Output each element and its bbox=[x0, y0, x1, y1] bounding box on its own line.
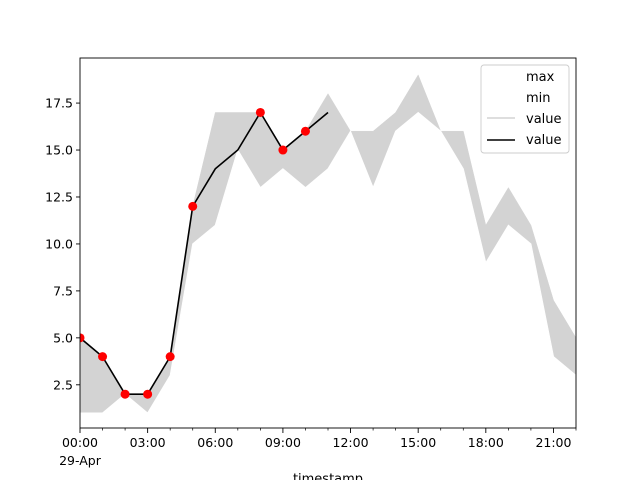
y-tick-label: 5.0 bbox=[53, 330, 73, 345]
x-tick-label: 21:00 bbox=[535, 435, 571, 450]
y-tick-label: 12.5 bbox=[45, 189, 73, 204]
value-marker bbox=[98, 352, 108, 362]
value-line bbox=[80, 110, 329, 396]
x-tick-label: 15:00 bbox=[400, 435, 436, 450]
x-axis-label: timestamp bbox=[293, 472, 363, 480]
y-axis: 2.5 5.0 7.5 10.0 12.5 15.0 17.5 bbox=[45, 96, 80, 392]
x-tick-label: 00:00 bbox=[62, 435, 98, 450]
legend-label-min: min bbox=[526, 91, 551, 106]
value-marker bbox=[300, 126, 310, 136]
legend-label-dark-value: value bbox=[526, 133, 562, 148]
value-marker bbox=[188, 201, 198, 211]
value-marker bbox=[165, 352, 175, 362]
x-axis: 00:00 03:00 06:00 09:00 12:00 15:00 18:00 21:00 bbox=[62, 428, 577, 450]
x-tick-label: 09:00 bbox=[265, 435, 301, 450]
value-marker bbox=[278, 145, 288, 155]
min-line bbox=[80, 111, 576, 414]
y-tick-label: 10.0 bbox=[45, 236, 73, 251]
value-markers bbox=[80, 107, 310, 399]
value-marker bbox=[120, 389, 130, 399]
x-tick-label: 03:00 bbox=[130, 435, 166, 450]
y-tick-label: 2.5 bbox=[53, 377, 73, 392]
value-marker bbox=[255, 107, 265, 117]
legend-label-light-value: value bbox=[526, 112, 562, 127]
x-tick-label: 12:00 bbox=[333, 435, 369, 450]
value-marker bbox=[143, 389, 153, 399]
y-tick-label: 17.5 bbox=[45, 96, 73, 111]
legend: max min value value bbox=[480, 64, 570, 154]
x-tick-label: 06:00 bbox=[197, 435, 233, 450]
legend-frame bbox=[480, 64, 570, 154]
value-marker bbox=[80, 333, 85, 343]
legend-label-max: max bbox=[526, 70, 555, 85]
x-tick-label: 18:00 bbox=[468, 435, 504, 450]
x-date-label: 29-Apr bbox=[59, 453, 102, 468]
y-tick-label: 7.5 bbox=[53, 283, 73, 298]
y-tick-label: 15.0 bbox=[45, 143, 73, 158]
